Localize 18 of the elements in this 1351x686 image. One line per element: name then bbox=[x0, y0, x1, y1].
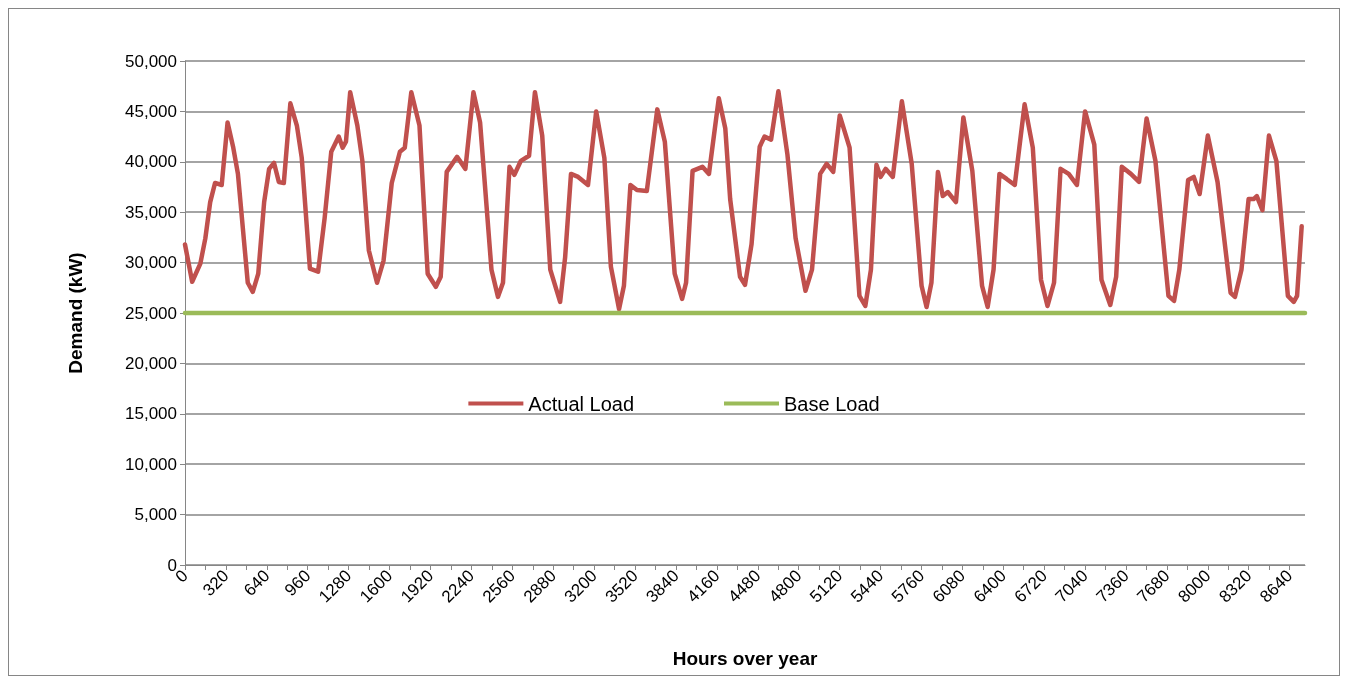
y-tick-label: 5,000 bbox=[134, 505, 177, 525]
y-tick-label: 50,000 bbox=[125, 51, 177, 71]
y-tick-label: 45,000 bbox=[125, 101, 177, 121]
legend-label: Actual Load bbox=[528, 392, 635, 415]
y-tick-label: 10,000 bbox=[125, 454, 177, 474]
x-tick-label: 640 bbox=[240, 566, 274, 600]
x-tick-label: 320 bbox=[199, 566, 233, 600]
y-tick-label: 15,000 bbox=[125, 404, 177, 424]
x-axis-title: Hours over year bbox=[672, 648, 818, 669]
y-tick-label: 35,000 bbox=[125, 202, 177, 222]
y-axis-title: Demand (kW) bbox=[65, 252, 86, 374]
legend-label: Base Load bbox=[784, 392, 880, 415]
y-tick-label: 30,000 bbox=[125, 253, 177, 273]
y-tick-label: 40,000 bbox=[125, 152, 177, 172]
y-tick-label: 20,000 bbox=[125, 353, 177, 373]
line-series bbox=[182, 88, 1304, 312]
x-tick-label: 960 bbox=[280, 566, 315, 600]
y-tick-label: 25,000 bbox=[125, 303, 177, 323]
